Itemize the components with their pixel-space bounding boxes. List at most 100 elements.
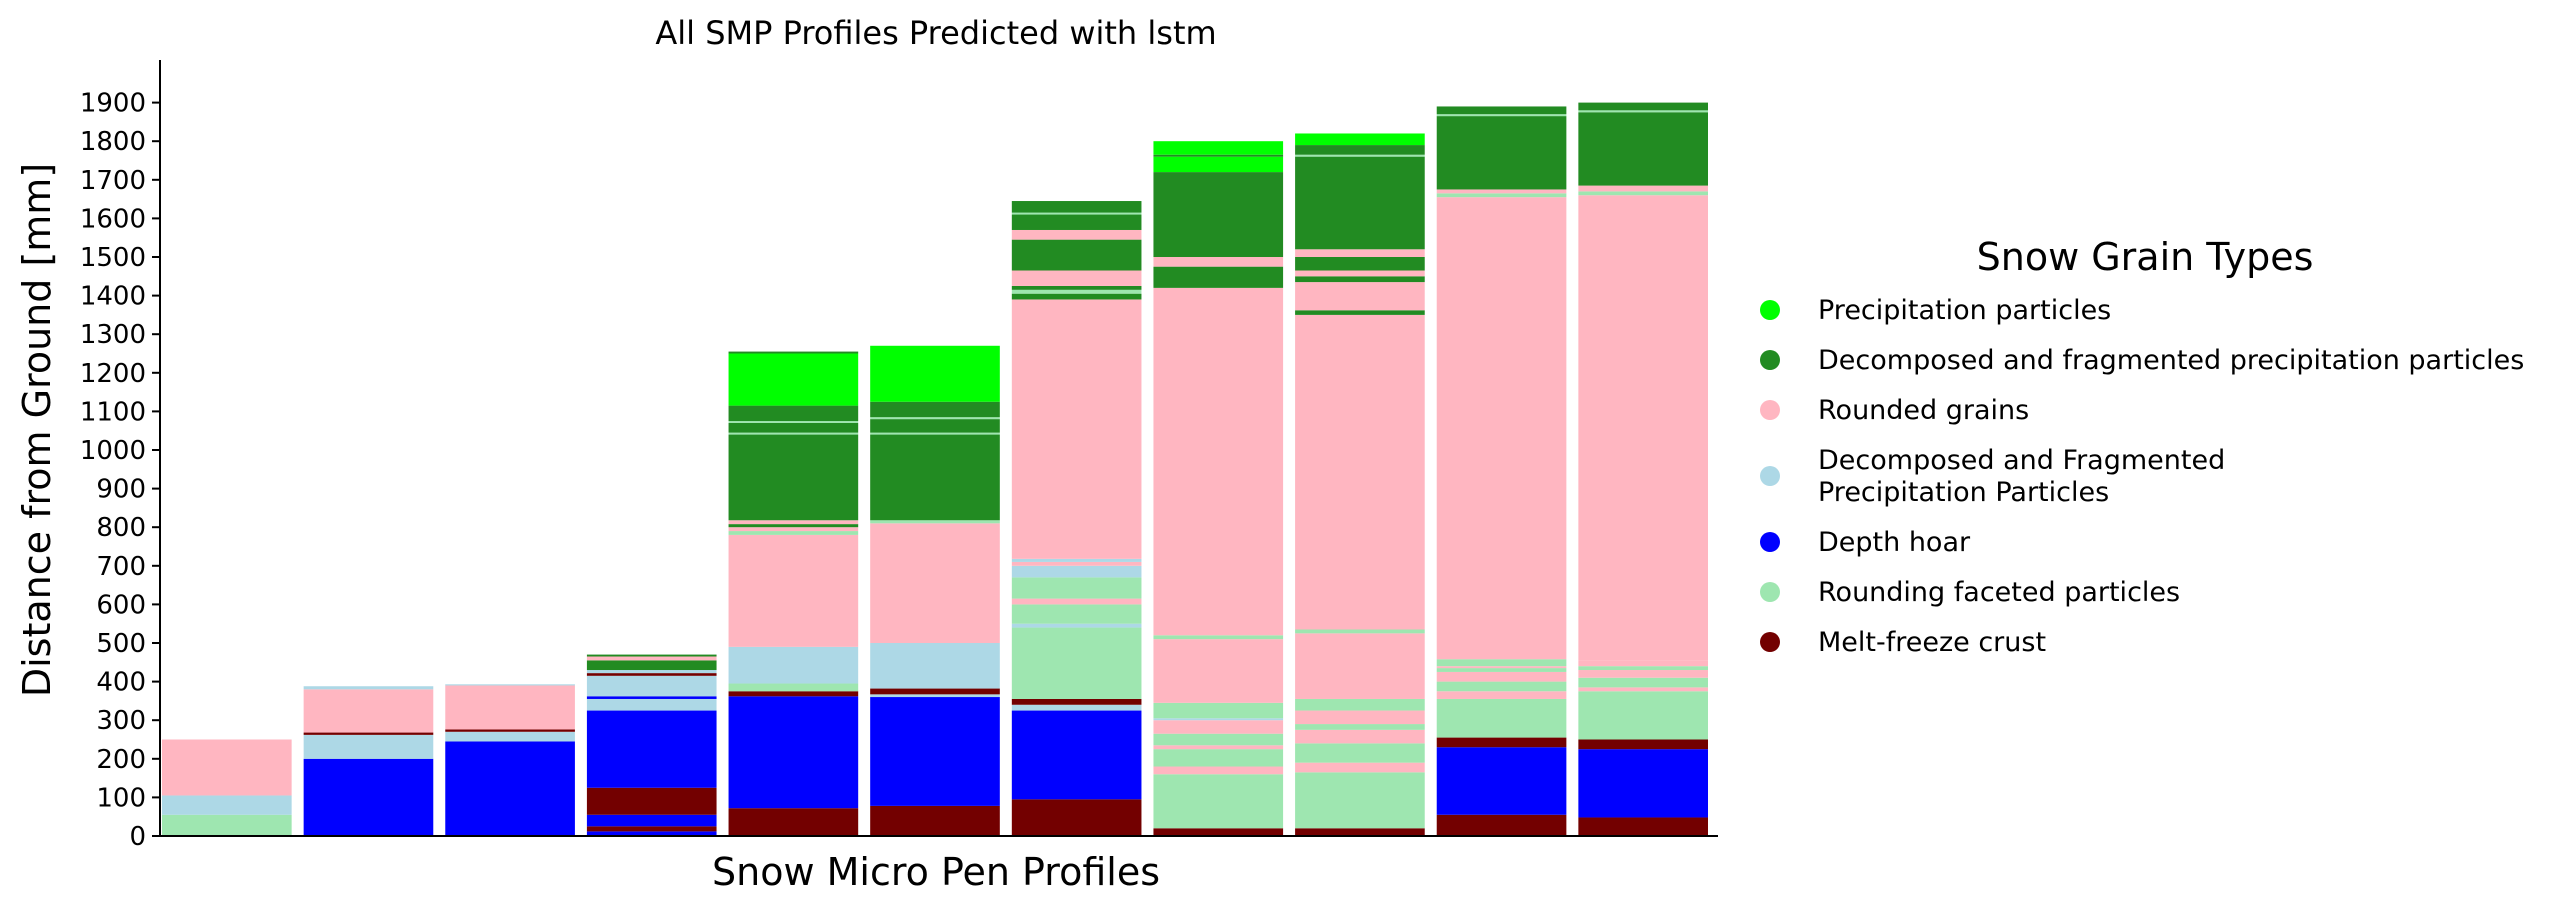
- legend-label: Rounding faceted particles: [1818, 577, 2180, 608]
- bar-segment-mfcr: [1011, 799, 1142, 836]
- bar-segment-df: [870, 434, 1000, 521]
- x-axis-title: Snow Micro Pen Profiles: [712, 850, 1160, 894]
- bar-segment-mfcr: [1578, 817, 1708, 836]
- y-tick-label: 1000: [80, 436, 146, 466]
- y-axis: 0 100 200 300 400 500 600 700 800 900 1000 1100 1200…: [80, 60, 161, 852]
- bar-segment-rg: [1295, 249, 1425, 257]
- bar-segment-rg: [1011, 299, 1142, 559]
- legend-label: Decomposed and fragmented precipitation …: [1818, 345, 2524, 376]
- legend-marker: [1760, 400, 1780, 420]
- bar-segment-rg: [1295, 282, 1425, 311]
- bar-segment-dfpp: [1011, 565, 1142, 578]
- bar-segment-dfpp: [162, 795, 292, 815]
- bar-segment-df: [1295, 156, 1425, 250]
- legend-marker: [1760, 350, 1780, 370]
- bar-segment-df: [728, 434, 859, 521]
- bar-segment-df: [1578, 102, 1708, 111]
- bar-segment-dh: [586, 710, 717, 788]
- profile-bar-1: [162, 739, 292, 836]
- bar-segment-df: [728, 405, 859, 422]
- bar-segment-rg: [1578, 670, 1708, 678]
- bar-segment-df: [1578, 112, 1708, 186]
- y-tick-label: 1900: [80, 89, 146, 119]
- bar-segment-df: [728, 422, 859, 433]
- bar-segment-mfcr: [1436, 737, 1567, 748]
- y-tick-label: 1300: [80, 320, 146, 350]
- y-tick-label: 600: [96, 590, 146, 620]
- bar-segment-rfp: [1436, 193, 1567, 198]
- bar-segment-df: [870, 401, 1000, 418]
- bar-segment-rg: [1295, 270, 1425, 277]
- bar-segment-rg: [1295, 633, 1425, 699]
- profile-bar-6: [870, 345, 1000, 836]
- bar-segment-mfcr: [586, 787, 717, 815]
- bar-segment-pp: [1153, 156, 1284, 173]
- bar-segment-dh: [445, 741, 575, 836]
- bar-segment-rg: [1153, 766, 1284, 775]
- bar-segment-dfpp: [586, 698, 717, 711]
- bar-segment-df: [1436, 116, 1567, 190]
- profile-bar-3: [445, 684, 575, 836]
- bar-segment-rg: [1011, 229, 1142, 240]
- bar-segment-df: [728, 524, 859, 528]
- bar-segment-df: [1295, 276, 1425, 283]
- bar-segment-dfpp: [1011, 623, 1142, 628]
- bar-segment-rfp: [1153, 635, 1284, 640]
- bar-segment-mfcr: [303, 732, 434, 735]
- bar-segment-pp: [728, 353, 859, 406]
- y-tick-label: 800: [96, 513, 146, 543]
- bar-segment-rg: [1436, 691, 1567, 699]
- bar-segment-df: [1011, 293, 1142, 300]
- bar-segment-rfp: [1011, 627, 1142, 699]
- bar-segment-pp: [1153, 141, 1284, 155]
- bar-segment-mfcr: [870, 805, 1000, 836]
- bar-segment-rfp: [162, 814, 292, 836]
- bar-segment-rfp: [728, 531, 859, 535]
- bar-segment-rfp: [870, 432, 1000, 435]
- bar-segment-dfpp: [870, 694, 1000, 698]
- bar-segment-rg: [728, 534, 859, 647]
- bar-segment-mfcr: [445, 729, 575, 732]
- bar-segment-rg: [1153, 257, 1284, 267]
- bar-segment-df: [586, 654, 717, 657]
- bar-segment-mfcr: [1578, 739, 1708, 750]
- legend-marker: [1760, 632, 1780, 652]
- legend: Snow Grain Types Precipitation particles…: [1760, 235, 2524, 658]
- bar-segment-mfcr: [728, 691, 859, 697]
- bar-segment-df: [586, 660, 717, 671]
- plot-area: [162, 102, 1708, 836]
- bar-segment-rg: [1578, 687, 1708, 692]
- bar-segment-dfpp: [303, 734, 434, 759]
- legend-marker: [1760, 532, 1780, 552]
- bar-segment-rfp: [1153, 733, 1284, 746]
- bar-segment-rg: [1153, 720, 1284, 734]
- bar-segment-rfp: [1578, 110, 1708, 113]
- y-tick-label: 0: [129, 822, 146, 852]
- bar-segment-rg: [1578, 195, 1708, 661]
- y-tick-label: 200: [96, 745, 146, 775]
- legend-item-df: Decomposed and fragmented precipitation …: [1760, 345, 2524, 376]
- bar-segment-dh: [1436, 747, 1567, 815]
- bar-segment-dh: [728, 696, 859, 809]
- bar-segment-mfcr: [1153, 828, 1284, 836]
- bar-segment-dh: [1578, 749, 1708, 818]
- legend-label: Rounded grains: [1818, 395, 2029, 426]
- profile-bar-9: [1295, 133, 1425, 836]
- bar-segment-rg: [1578, 660, 1708, 667]
- bar-segment-pp: [1295, 133, 1425, 146]
- bar-segment-rfp: [1578, 666, 1708, 671]
- bar-segment-rfp: [728, 421, 859, 423]
- bar-segment-rfp: [728, 432, 859, 435]
- bar-segment-df: [1153, 266, 1284, 288]
- bar-segment-dh: [586, 814, 717, 827]
- bar-segment-rfp: [870, 417, 1000, 420]
- bar-segment-rg: [1011, 598, 1142, 605]
- profile-bar-11: [1578, 102, 1708, 836]
- bar-segment-rg: [1436, 189, 1567, 194]
- legend-label: Melt-freeze crust: [1818, 627, 2046, 658]
- bar-segment-rg: [1436, 197, 1567, 660]
- legend-title: Snow Grain Types: [1977, 235, 2314, 279]
- bar-segment-rfp: [1578, 191, 1708, 196]
- bar-segment-rg: [445, 685, 575, 730]
- profile-bar-10: [1436, 106, 1567, 836]
